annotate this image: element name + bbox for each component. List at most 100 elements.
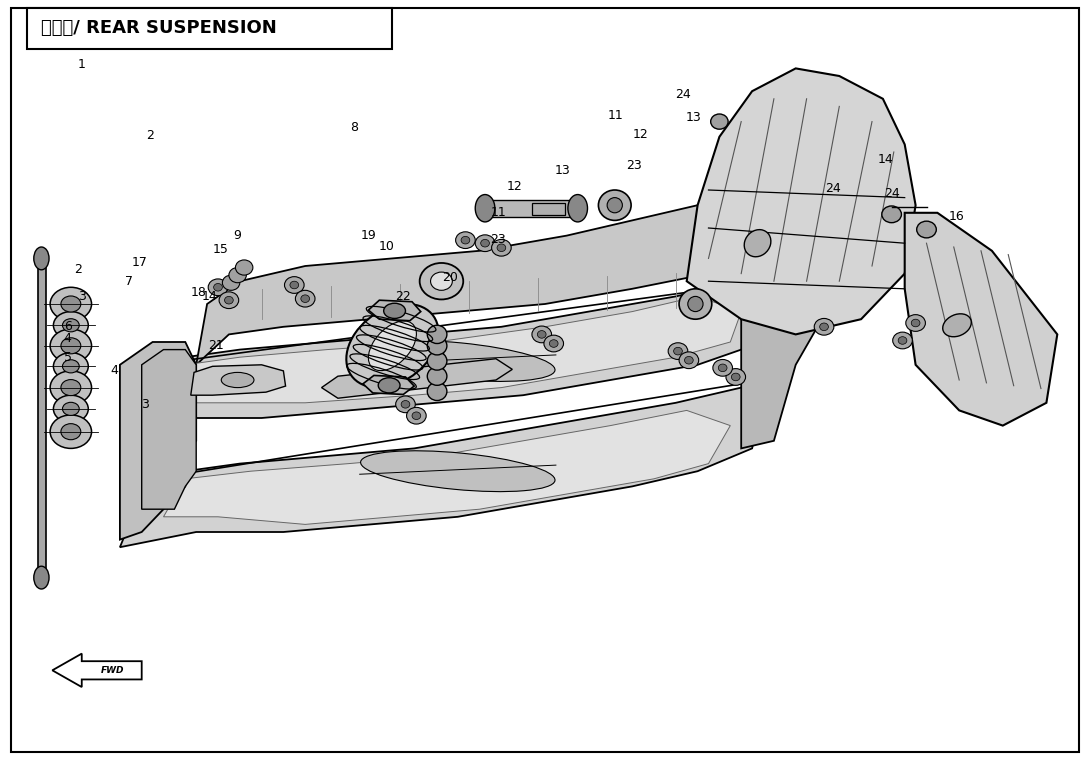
- Polygon shape: [322, 359, 512, 398]
- Ellipse shape: [214, 283, 222, 291]
- Polygon shape: [191, 365, 286, 395]
- Text: 15: 15: [213, 242, 228, 256]
- Ellipse shape: [50, 371, 92, 404]
- Ellipse shape: [222, 275, 240, 290]
- Text: 1: 1: [77, 58, 86, 71]
- Ellipse shape: [713, 359, 732, 376]
- Ellipse shape: [229, 268, 246, 283]
- Ellipse shape: [384, 303, 405, 318]
- Ellipse shape: [34, 566, 49, 589]
- Text: 5: 5: [63, 350, 72, 364]
- Ellipse shape: [461, 236, 470, 244]
- Polygon shape: [142, 350, 196, 509]
- Ellipse shape: [347, 304, 438, 388]
- Polygon shape: [368, 300, 421, 321]
- Ellipse shape: [568, 195, 588, 222]
- Text: 23: 23: [627, 159, 642, 173]
- Ellipse shape: [679, 352, 699, 369]
- Ellipse shape: [674, 347, 682, 355]
- Polygon shape: [687, 68, 916, 334]
- Ellipse shape: [50, 415, 92, 448]
- Text: 20: 20: [443, 271, 458, 284]
- Ellipse shape: [61, 423, 81, 440]
- Ellipse shape: [475, 195, 495, 222]
- Text: 13: 13: [555, 164, 570, 178]
- Ellipse shape: [290, 281, 299, 289]
- Polygon shape: [196, 198, 763, 365]
- Polygon shape: [164, 410, 730, 524]
- Ellipse shape: [295, 290, 315, 307]
- Text: FWD: FWD: [100, 666, 124, 675]
- Polygon shape: [905, 213, 1057, 426]
- Ellipse shape: [396, 396, 415, 413]
- Ellipse shape: [911, 319, 920, 327]
- Ellipse shape: [537, 331, 546, 338]
- Text: 4: 4: [110, 364, 119, 378]
- Text: 24: 24: [825, 182, 840, 195]
- Ellipse shape: [61, 337, 81, 354]
- Ellipse shape: [427, 382, 447, 401]
- Text: 12: 12: [507, 179, 522, 193]
- Ellipse shape: [481, 239, 489, 247]
- Ellipse shape: [431, 272, 452, 290]
- Text: 23: 23: [490, 233, 506, 246]
- Ellipse shape: [401, 401, 410, 408]
- Ellipse shape: [532, 326, 552, 343]
- Text: 4: 4: [63, 331, 72, 345]
- Ellipse shape: [62, 318, 80, 332]
- Ellipse shape: [301, 295, 310, 302]
- Text: 8: 8: [350, 121, 359, 135]
- Text: 22: 22: [396, 290, 411, 303]
- Ellipse shape: [688, 296, 703, 312]
- Ellipse shape: [62, 359, 80, 373]
- Ellipse shape: [744, 230, 771, 257]
- Text: 11: 11: [608, 109, 623, 122]
- Bar: [485, 200, 578, 217]
- Ellipse shape: [420, 263, 463, 299]
- Text: 7: 7: [124, 274, 133, 288]
- Text: 17: 17: [132, 255, 147, 269]
- Text: 18: 18: [191, 286, 206, 299]
- Ellipse shape: [427, 352, 447, 370]
- Text: 3: 3: [141, 397, 149, 411]
- Ellipse shape: [544, 335, 564, 352]
- Ellipse shape: [731, 373, 740, 381]
- Text: 24: 24: [676, 88, 691, 102]
- Ellipse shape: [598, 190, 631, 220]
- Ellipse shape: [607, 198, 622, 213]
- Text: 3: 3: [77, 290, 86, 303]
- Ellipse shape: [34, 247, 49, 270]
- Bar: [38, 258, 46, 578]
- Ellipse shape: [368, 321, 416, 371]
- Text: 10: 10: [379, 240, 395, 254]
- Text: 16: 16: [949, 210, 965, 223]
- Ellipse shape: [225, 296, 233, 304]
- Ellipse shape: [898, 337, 907, 344]
- Ellipse shape: [61, 379, 81, 396]
- Text: 21: 21: [208, 339, 223, 353]
- Ellipse shape: [427, 325, 447, 344]
- Text: 11: 11: [490, 206, 506, 220]
- Ellipse shape: [497, 244, 506, 252]
- Ellipse shape: [208, 279, 228, 296]
- Ellipse shape: [221, 372, 254, 388]
- Ellipse shape: [668, 343, 688, 359]
- Polygon shape: [120, 342, 196, 540]
- Ellipse shape: [475, 235, 495, 252]
- Ellipse shape: [50, 329, 92, 363]
- Text: 2: 2: [146, 128, 155, 142]
- Ellipse shape: [882, 206, 901, 223]
- Ellipse shape: [549, 340, 558, 347]
- Polygon shape: [120, 388, 763, 547]
- Ellipse shape: [492, 239, 511, 256]
- Ellipse shape: [711, 114, 728, 129]
- Text: 13: 13: [686, 111, 701, 125]
- Text: 9: 9: [233, 229, 242, 242]
- Bar: [532, 203, 565, 215]
- Text: 24: 24: [884, 187, 899, 201]
- Ellipse shape: [50, 287, 92, 321]
- Ellipse shape: [943, 314, 971, 337]
- Text: 6: 6: [63, 320, 72, 334]
- Ellipse shape: [679, 289, 712, 319]
- Text: 14: 14: [877, 153, 893, 166]
